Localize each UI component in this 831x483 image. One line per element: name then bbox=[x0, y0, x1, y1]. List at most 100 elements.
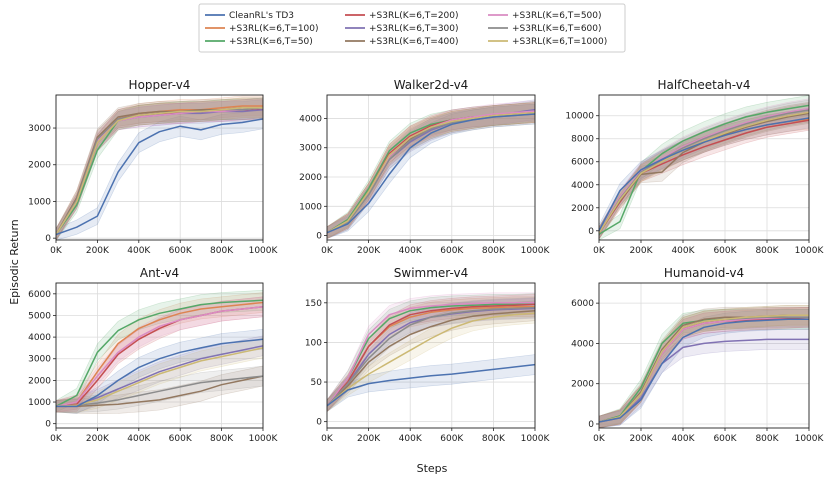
subplot-title: Humanoid-v4 bbox=[664, 266, 744, 280]
x-tick-label: 0K bbox=[593, 246, 606, 256]
x-tick-label: 400K bbox=[399, 246, 423, 256]
series-group bbox=[327, 292, 535, 413]
legend-item: +S3RL(K=6,T=600) bbox=[488, 24, 602, 34]
series-line bbox=[599, 318, 809, 423]
legend-label: +S3RL(K=6,T=600) bbox=[512, 24, 602, 34]
legend-label: +S3RL(K=6,T=50) bbox=[229, 37, 313, 47]
y-tick-label: 4000 bbox=[571, 181, 594, 191]
y-tick-label: 6000 bbox=[571, 299, 594, 309]
y-tick-label: 4000 bbox=[299, 114, 322, 124]
axes-frame bbox=[55, 94, 264, 241]
series-line bbox=[56, 338, 263, 408]
legend: CleanRL's TD3 +S3RL(K=6,T=100) +S3RL(K=6,T… bbox=[198, 3, 626, 53]
series-line bbox=[327, 111, 535, 234]
x-tick-label: 1000K bbox=[249, 434, 279, 444]
x-tick-label: 800K bbox=[755, 434, 779, 444]
legend-item: +S3RL(K=6,T=300) bbox=[345, 24, 459, 34]
y-tick-label: 5000 bbox=[28, 311, 51, 321]
subplot-title: Ant-v4 bbox=[140, 266, 179, 280]
x-tick-label: 600K bbox=[169, 246, 193, 256]
series-line bbox=[56, 347, 263, 408]
series-line bbox=[599, 117, 809, 232]
legend-label: +S3RL(K=6,T=100) bbox=[229, 24, 319, 34]
subplot-title: Swimmer-v4 bbox=[394, 266, 468, 280]
series-group bbox=[56, 95, 263, 240]
y-tick-label: 150 bbox=[305, 299, 322, 309]
series-line bbox=[599, 338, 809, 423]
x-tick-label: 0K bbox=[50, 434, 63, 444]
x-tick-label: 400K bbox=[127, 246, 151, 256]
legend-label: CleanRL's TD3 bbox=[229, 11, 294, 21]
legend-frame bbox=[198, 3, 626, 53]
y-tick-label: 0 bbox=[588, 420, 594, 430]
x-tick-label: 200K bbox=[629, 246, 653, 256]
series-group bbox=[327, 99, 535, 239]
series-line bbox=[327, 312, 535, 407]
subplot-grid: 0K 200K 400K 600K 800K 1000K 0 1000 2000 3000 Hopp… bbox=[28, 78, 824, 444]
x-tick-label: 400K bbox=[127, 434, 151, 444]
subplot-title: Hopper-v4 bbox=[129, 78, 191, 92]
series-line bbox=[56, 375, 263, 408]
series-line bbox=[327, 363, 535, 407]
y-tick-label: 1000 bbox=[28, 197, 51, 207]
x-tick-label: 800K bbox=[210, 434, 234, 444]
x-tick-label: 200K bbox=[357, 246, 381, 256]
legend-label: +S3RL(K=6,T=200) bbox=[369, 11, 459, 21]
legend-label: +S3RL(K=6,T=500) bbox=[512, 11, 602, 21]
x-tick-label: 0K bbox=[593, 434, 606, 444]
series-line bbox=[327, 302, 535, 407]
series-band bbox=[56, 97, 263, 240]
x-tick-label: 200K bbox=[357, 434, 381, 444]
series-band bbox=[56, 289, 263, 413]
x-tick-label: 600K bbox=[440, 434, 464, 444]
axes-frame bbox=[55, 282, 264, 429]
subplot: 0K 200K 400K 600K 800K 1000K 0 50 100 150 Swimmer-… bbox=[305, 266, 551, 444]
y-tick-label: 3000 bbox=[28, 124, 51, 134]
legend-item: +S3RL(K=6,T=1000) bbox=[488, 37, 607, 47]
x-tick-label: 400K bbox=[399, 434, 423, 444]
y-tick-label: 0 bbox=[45, 420, 51, 430]
figure-x-axis-label: Steps bbox=[417, 462, 448, 475]
series-group bbox=[599, 305, 809, 428]
series-line bbox=[327, 309, 535, 407]
legend-item: +S3RL(K=6,T=500) bbox=[488, 11, 602, 21]
series-line bbox=[56, 375, 263, 408]
y-tick-label: 0 bbox=[45, 234, 51, 244]
y-tick-label: 2000 bbox=[299, 173, 322, 183]
subplot: 0K 200K 400K 600K 800K 1000K 0 1000 2000 3000 4000… bbox=[28, 266, 278, 444]
y-tick-label: 0 bbox=[316, 232, 322, 242]
axes-frame bbox=[326, 94, 536, 241]
x-tick-label: 0K bbox=[321, 246, 334, 256]
y-tick-label: 1000 bbox=[299, 202, 322, 212]
y-tick-label: 2000 bbox=[28, 161, 51, 171]
y-tick-label: 2000 bbox=[571, 380, 594, 390]
series-line bbox=[56, 306, 263, 408]
x-tick-label: 800K bbox=[755, 246, 779, 256]
series-line bbox=[327, 113, 535, 234]
series-line bbox=[327, 306, 535, 407]
legend-label: +S3RL(K=6,T=1000) bbox=[512, 37, 607, 47]
series-line bbox=[56, 107, 263, 235]
x-tick-label: 200K bbox=[629, 434, 653, 444]
subplot: 0K 200K 400K 600K 800K 1000K 0 2000 4000 6000 Huma… bbox=[571, 266, 824, 444]
x-tick-label: 800K bbox=[210, 246, 234, 256]
series-line bbox=[327, 303, 535, 407]
x-tick-label: 200K bbox=[86, 246, 110, 256]
x-tick-label: 0K bbox=[321, 434, 334, 444]
axes-frame bbox=[598, 282, 810, 429]
legend-label: +S3RL(K=6,T=300) bbox=[369, 24, 459, 34]
y-tick-label: 4000 bbox=[571, 339, 594, 349]
subplot: 0K 200K 400K 600K 800K 1000K 0 1000 2000 3000 Hopp… bbox=[28, 78, 278, 256]
axes-frame bbox=[598, 94, 810, 241]
y-tick-label: 2000 bbox=[571, 204, 594, 214]
x-tick-label: 1000K bbox=[795, 246, 825, 256]
y-tick-label: 3000 bbox=[28, 355, 51, 365]
axes-frame bbox=[326, 282, 536, 429]
y-tick-label: 2000 bbox=[28, 376, 51, 386]
x-tick-label: 1000K bbox=[795, 434, 825, 444]
series-band bbox=[327, 292, 535, 413]
y-tick-label: 1000 bbox=[28, 398, 51, 408]
y-tick-label: 10000 bbox=[565, 112, 594, 122]
y-tick-label: 4000 bbox=[28, 333, 51, 343]
